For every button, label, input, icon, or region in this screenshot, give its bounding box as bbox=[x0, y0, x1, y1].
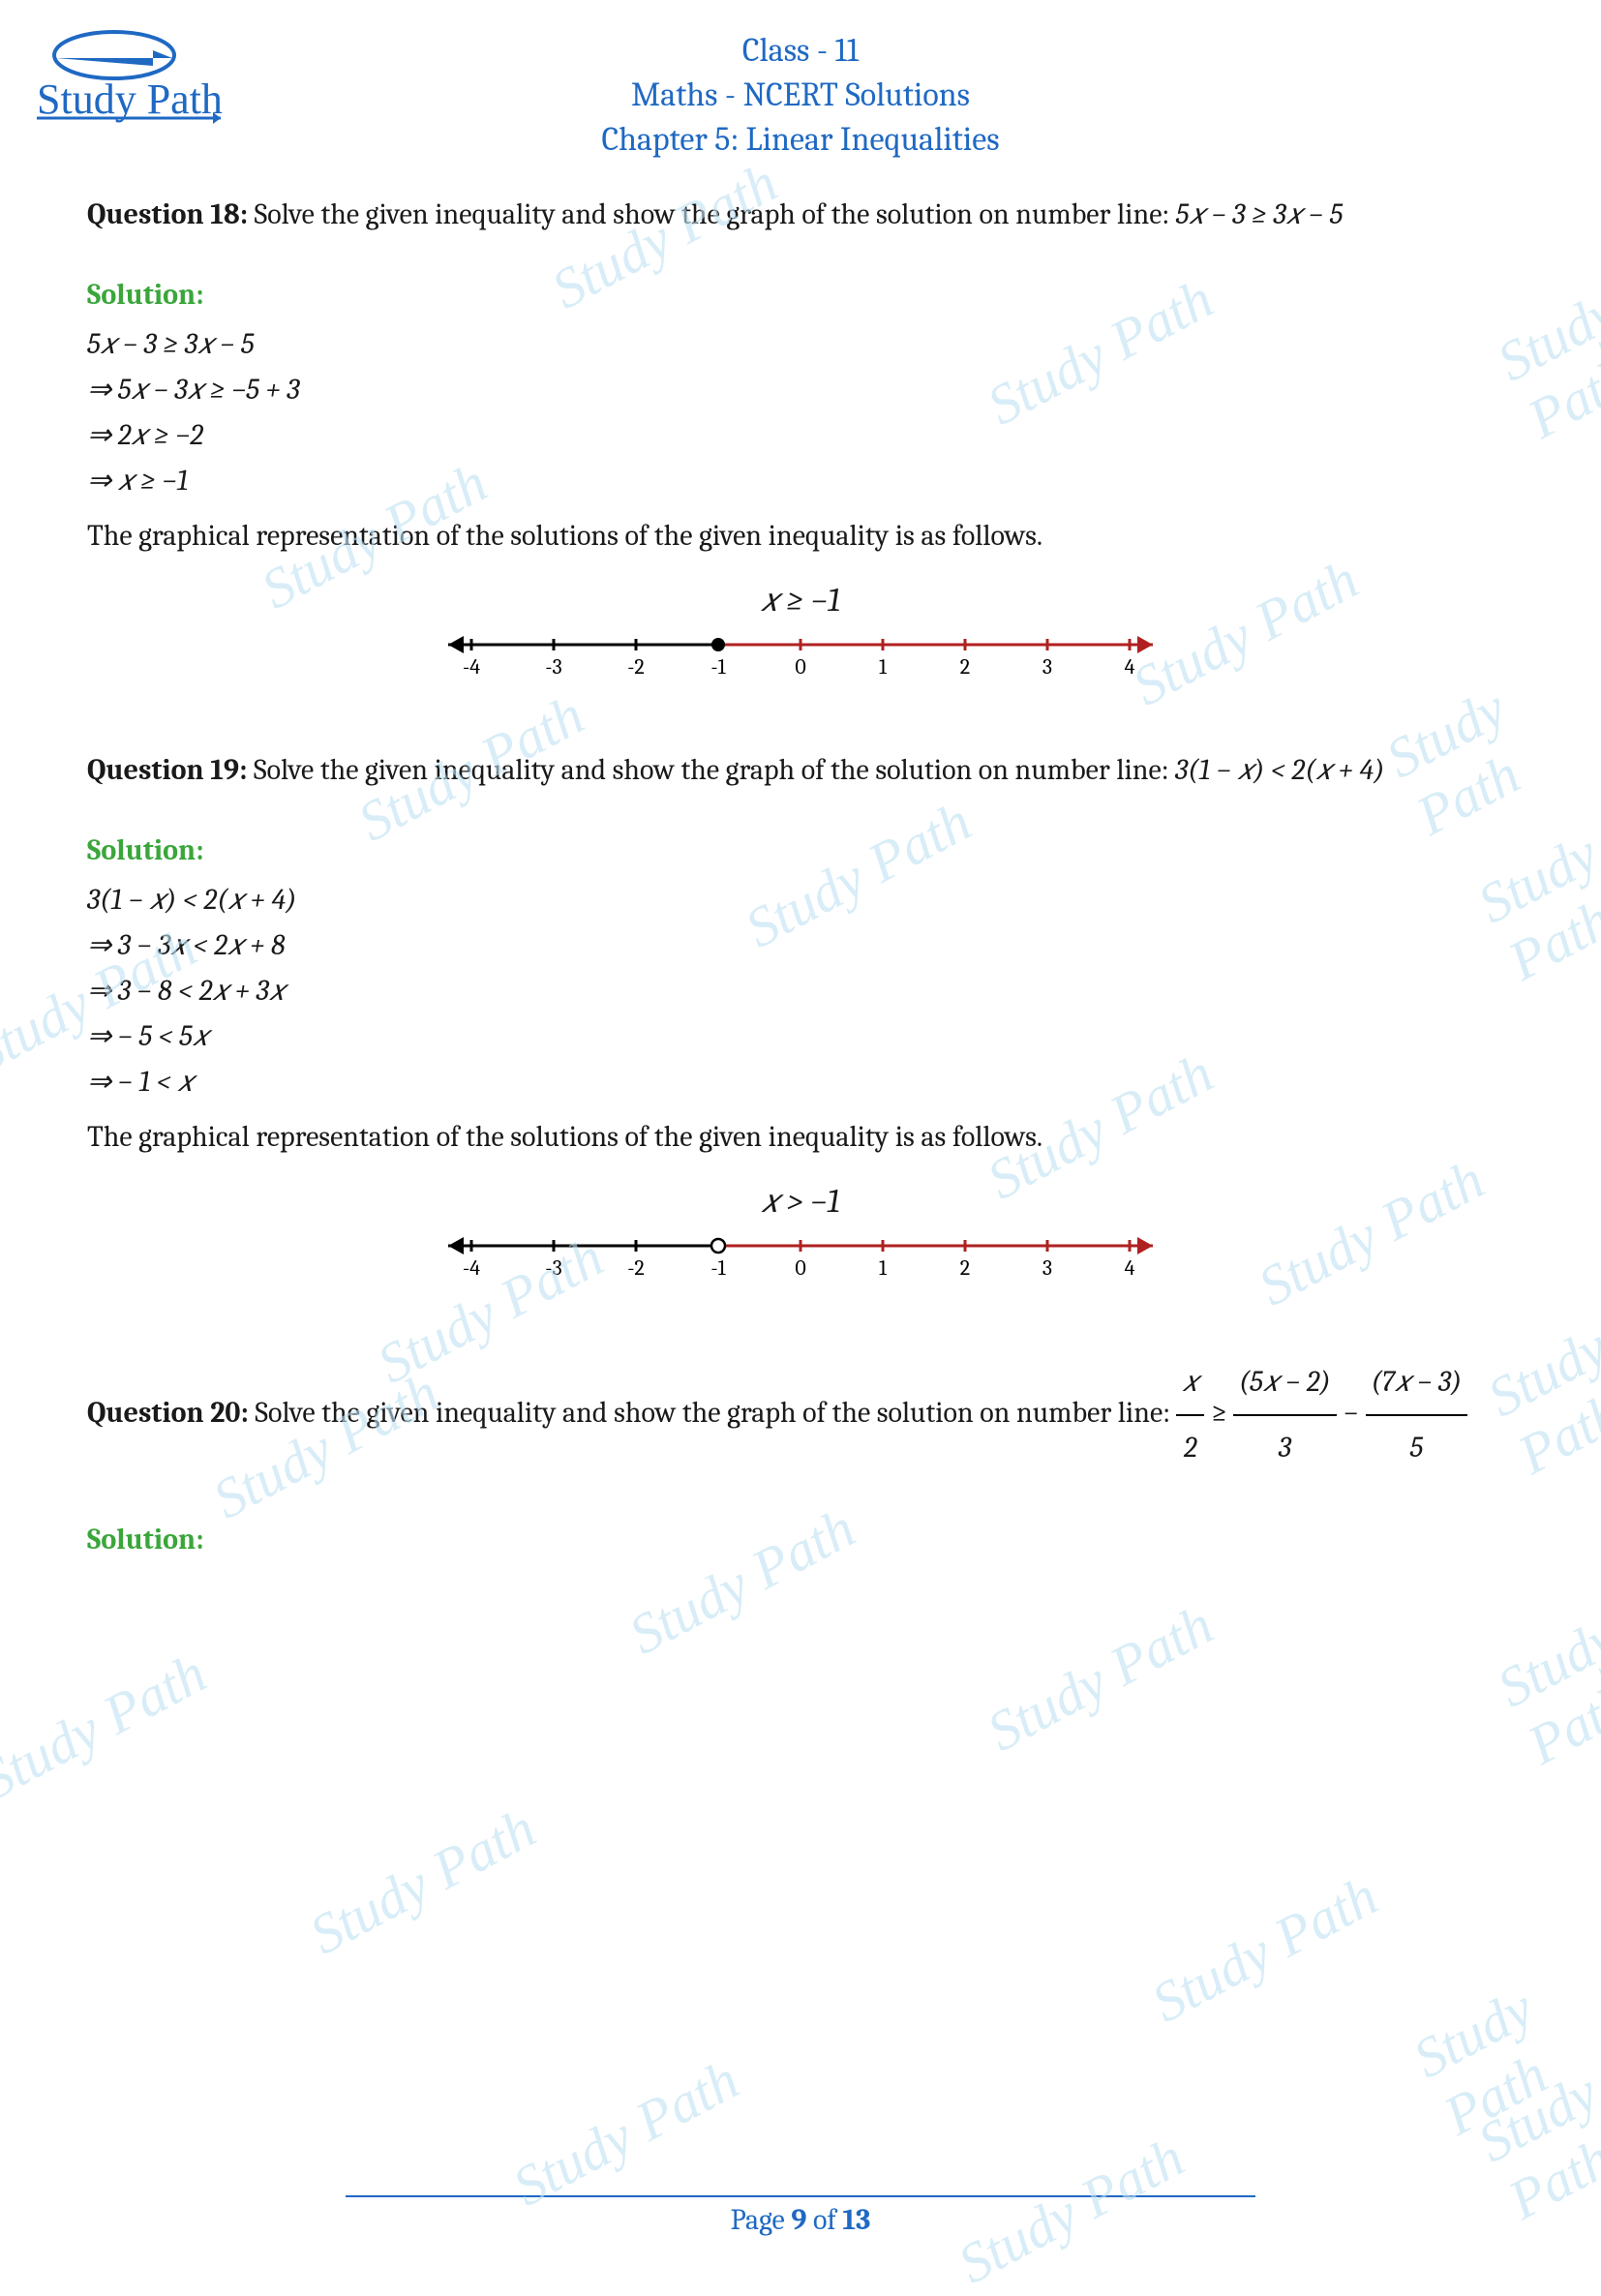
question-text: Solve the given inequality and show the … bbox=[249, 1396, 1177, 1430]
numline-wrap: -4 -3 -2 -1 0 1 2 3 4 bbox=[87, 623, 1514, 691]
step: 3(1 − 𝑥) < 2(𝑥 + 4) bbox=[87, 883, 1514, 917]
fraction: (7𝑥 − 3) 5 bbox=[1366, 1350, 1468, 1480]
follows-text: The graphical representation of the solu… bbox=[87, 515, 1514, 558]
frac-num: (5𝑥 − 2) bbox=[1233, 1350, 1337, 1416]
solution-label: Solution: bbox=[87, 1523, 1514, 1556]
step: ⇒ 3 − 3𝑥 < 2𝑥 + 8 bbox=[87, 928, 1514, 962]
footer-prefix: Page bbox=[731, 2203, 792, 2237]
page-footer: Page 9 of 13 bbox=[0, 2195, 1601, 2237]
question-title: Question 19: Solve the given inequality … bbox=[87, 749, 1514, 792]
question-expr: 5𝑥 − 3 ≥ 3𝑥 − 5 bbox=[1176, 197, 1344, 231]
frac-den: 2 bbox=[1176, 1416, 1204, 1480]
question-18: Question 18: Solve the given inequality … bbox=[87, 194, 1514, 691]
svg-text:-4: -4 bbox=[463, 654, 480, 680]
svg-text:1: 1 bbox=[879, 1255, 888, 1281]
header-line1: Class - 11 bbox=[87, 29, 1514, 74]
follows-text: The graphical representation of the solu… bbox=[87, 1116, 1514, 1159]
header-line2: Maths - NCERT Solutions bbox=[87, 74, 1514, 118]
header-line3: Chapter 5: Linear Inequalities bbox=[87, 118, 1514, 163]
svg-text:-3: -3 bbox=[545, 654, 561, 680]
number-line-18: -4 -3 -2 -1 0 1 2 3 4 bbox=[433, 623, 1168, 691]
svg-text:-1: -1 bbox=[710, 654, 726, 680]
svg-text:-2: -2 bbox=[627, 1255, 645, 1281]
content: Question 18: Solve the given inequality … bbox=[87, 194, 1514, 1556]
step: ⇒ 3 − 8 < 2𝑥 + 3𝑥 bbox=[87, 974, 1514, 1008]
minus: − bbox=[1337, 1396, 1366, 1430]
svg-text:0: 0 bbox=[795, 1255, 805, 1281]
frac-den: 3 bbox=[1233, 1416, 1337, 1480]
question-label: Question 20: bbox=[87, 1396, 249, 1430]
numline-caption: 𝑥 > −1 bbox=[87, 1182, 1514, 1221]
fraction: 𝑥 2 bbox=[1176, 1350, 1204, 1480]
question-label: Question 19: bbox=[87, 753, 247, 787]
step: ⇒ 2𝑥 ≥ −2 bbox=[87, 418, 1514, 452]
svg-text:-3: -3 bbox=[545, 1255, 561, 1281]
svg-text:4: 4 bbox=[1125, 1255, 1135, 1281]
question-19: Question 19: Solve the given inequality … bbox=[87, 749, 1514, 1292]
question-expr: 3(1 − 𝑥) < 2(𝑥 + 4) bbox=[1175, 753, 1384, 787]
numline-caption: 𝑥 ≥ −1 bbox=[87, 581, 1514, 619]
footer-divider bbox=[346, 2195, 1255, 2197]
numline-wrap: -4 -3 -2 -1 0 1 2 3 4 bbox=[87, 1224, 1514, 1292]
svg-text:-1: -1 bbox=[710, 1255, 726, 1281]
solution-label: Solution: bbox=[87, 833, 1514, 867]
svg-text:2: 2 bbox=[960, 654, 970, 680]
page-header: Class - 11 Maths - NCERT Solutions Chapt… bbox=[87, 29, 1514, 163]
frac-num: 𝑥 bbox=[1176, 1350, 1204, 1416]
frac-den: 5 bbox=[1366, 1416, 1468, 1480]
svg-text:4: 4 bbox=[1125, 654, 1135, 680]
page-root: Study Path Class - 11 Maths - NCERT Solu… bbox=[0, 0, 1601, 2264]
svg-text:3: 3 bbox=[1042, 1255, 1052, 1281]
step: ⇒ − 1 < 𝑥 bbox=[87, 1065, 1514, 1099]
footer-of: of bbox=[806, 2203, 842, 2237]
svg-text:Study Path: Study Path bbox=[37, 76, 223, 123]
footer-total: 13 bbox=[842, 2203, 870, 2237]
svg-text:-2: -2 bbox=[627, 654, 645, 680]
svg-text:3: 3 bbox=[1042, 654, 1052, 680]
question-text: Solve the given inequality and show the … bbox=[247, 753, 1175, 787]
number-line-19: -4 -3 -2 -1 0 1 2 3 4 bbox=[433, 1224, 1168, 1292]
question-title: Question 18: Solve the given inequality … bbox=[87, 194, 1514, 236]
question-20: Question 20: Solve the given inequality … bbox=[87, 1350, 1514, 1556]
step: ⇒ 𝑥 ≥ −1 bbox=[87, 464, 1514, 498]
logo: Study Path bbox=[27, 21, 240, 128]
solution-label: Solution: bbox=[87, 278, 1514, 312]
step: ⇒ − 5 < 5𝑥 bbox=[87, 1019, 1514, 1053]
question-title: Question 20: Solve the given inequality … bbox=[87, 1350, 1514, 1480]
gte: ≥ bbox=[1204, 1396, 1233, 1430]
svg-text:0: 0 bbox=[795, 654, 805, 680]
step: ⇒ 5𝑥 − 3𝑥 ≥ −5 + 3 bbox=[87, 373, 1514, 407]
svg-text:2: 2 bbox=[960, 1255, 970, 1281]
fraction: (5𝑥 − 2) 3 bbox=[1233, 1350, 1337, 1480]
svg-text:1: 1 bbox=[879, 654, 888, 680]
question-label: Question 18: bbox=[87, 197, 248, 231]
frac-num: (7𝑥 − 3) bbox=[1366, 1350, 1468, 1416]
footer-page: 9 bbox=[791, 2203, 806, 2237]
svg-text:-4: -4 bbox=[463, 1255, 480, 1281]
step: 5𝑥 − 3 ≥ 3𝑥 − 5 bbox=[87, 327, 1514, 361]
question-text: Solve the given inequality and show the … bbox=[248, 197, 1176, 231]
